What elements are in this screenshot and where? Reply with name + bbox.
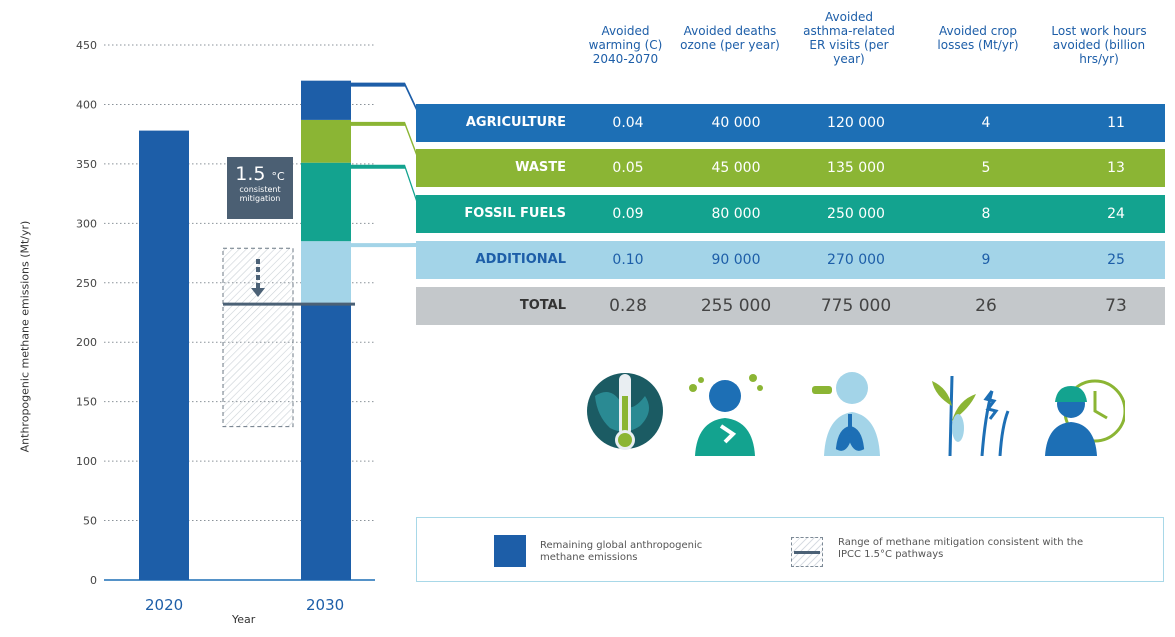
- y-tick-label: 250: [76, 277, 97, 290]
- bar-2030-segment: [301, 162, 351, 242]
- table-cell: 8: [981, 206, 991, 222]
- legend: [416, 517, 1164, 582]
- col-header-crops: Avoided crop losses (Mt/yr): [937, 24, 1019, 52]
- badge-caption: consistent mitigation: [239, 185, 281, 203]
- table-cell: 26: [975, 296, 997, 316]
- legend-label-remaining: Remaining global anthropogenic methane e…: [540, 540, 703, 563]
- x-tick-2030: 2030: [306, 596, 345, 614]
- badge-value: 1.5: [235, 163, 266, 185]
- table-cell: 11: [1107, 115, 1125, 131]
- worker-clock-icon: [1045, 379, 1125, 456]
- row-name: WASTE: [515, 160, 566, 175]
- table-cell: 5: [981, 160, 991, 176]
- y-tick-label: 350: [76, 158, 97, 171]
- col-header-warming: Avoided warming (C) 2040-2070: [588, 24, 663, 66]
- table-cell: 40 000: [711, 115, 761, 131]
- table-row-waste: WASTE 0.05 45 000 135 000 5 13: [416, 149, 1165, 187]
- y-tick-label: 150: [76, 396, 97, 409]
- y-tick-label: 450: [76, 39, 97, 52]
- bar-2030-segment: [301, 80, 351, 120]
- table-row-agriculture: AGRICULTURE 0.04 40 000 120 000 4 11: [416, 104, 1165, 142]
- table-cell: 270 000: [827, 252, 885, 268]
- y-tick-label: 400: [76, 98, 97, 111]
- y-tick-label: 200: [76, 336, 97, 349]
- table-cell: 24: [1107, 206, 1125, 222]
- col-header-deaths: Avoided deaths ozone (per year): [680, 24, 780, 52]
- mitigation-arrowhead: [251, 288, 265, 298]
- y-tick-label: 0: [90, 574, 97, 587]
- y-axis-label: Anthropogenic methane emissions (Mt/yr): [18, 220, 32, 453]
- bar-2020: [139, 130, 189, 580]
- globe-thermometer-icon: [587, 373, 663, 450]
- y-tick-label: 50: [83, 515, 97, 528]
- table-cell: 0.04: [612, 115, 644, 131]
- table-cell: 90 000: [711, 252, 761, 268]
- row-connector: [351, 82, 416, 110]
- crops-icon: [932, 375, 1010, 456]
- table-row-fossil-fuels: FOSSIL FUELS 0.09 80 000 250 000 8 24: [416, 195, 1165, 233]
- table-cell: 45 000: [711, 160, 761, 176]
- x-axis-label: Year: [232, 613, 256, 626]
- row-name: TOTAL: [519, 298, 566, 313]
- table-row-total: TOTAL 0.28 255 000 775 000 26 73: [416, 287, 1165, 325]
- table-cell: 80 000: [711, 206, 761, 222]
- legend-swatch-remaining: [494, 535, 526, 567]
- bar-2030-segment: [301, 304, 351, 580]
- coughing-person-icon: [689, 374, 763, 456]
- row-name: AGRICULTURE: [465, 115, 566, 130]
- target-badge: 1.5 °C consistent mitigation: [227, 157, 293, 219]
- col-header-asthma: Avoided asthma-related ER visits (per ye…: [803, 10, 895, 66]
- legend-swatch-range: [791, 537, 823, 567]
- row-name: ADDITIONAL: [475, 252, 566, 267]
- table-cell: 25: [1107, 252, 1125, 268]
- table-cell: 120 000: [827, 115, 885, 131]
- table-cell: 0.09: [612, 206, 644, 222]
- table-cell: 4: [981, 115, 991, 131]
- table-cell: 250 000: [827, 206, 885, 222]
- badge-unit: °C: [271, 170, 285, 183]
- bar-2030-segment: [301, 119, 351, 163]
- table-cell: 13: [1107, 160, 1125, 176]
- row-connector: [351, 164, 416, 201]
- col-header-work-hours: Lost work hours avoided (billion hrs/yr): [1051, 24, 1147, 66]
- table-cell: 9: [981, 252, 991, 268]
- table-cell: 255 000: [700, 296, 772, 316]
- table-cell: 0.05: [612, 160, 644, 176]
- lungs-inhaler-icon: [812, 372, 880, 456]
- y-tick-label: 300: [76, 217, 97, 230]
- table-row-additional: ADDITIONAL 0.10 90 000 270 000 9 25: [416, 241, 1165, 279]
- table-cell: 135 000: [827, 160, 885, 176]
- row-name: FOSSIL FUELS: [464, 206, 566, 221]
- y-tick-label: 100: [76, 455, 97, 468]
- x-tick-2020: 2020: [145, 596, 184, 614]
- row-connector: [351, 243, 416, 248]
- bar-2030-segment: [301, 241, 351, 305]
- table-cell: 775 000: [820, 296, 892, 316]
- row-connector: [351, 121, 416, 155]
- table-cell: 0.10: [612, 252, 644, 268]
- table-cell: 0.28: [609, 296, 647, 316]
- table-cell: 73: [1105, 296, 1127, 316]
- legend-label-range: Range of methane mitigation consistent w…: [838, 537, 1084, 560]
